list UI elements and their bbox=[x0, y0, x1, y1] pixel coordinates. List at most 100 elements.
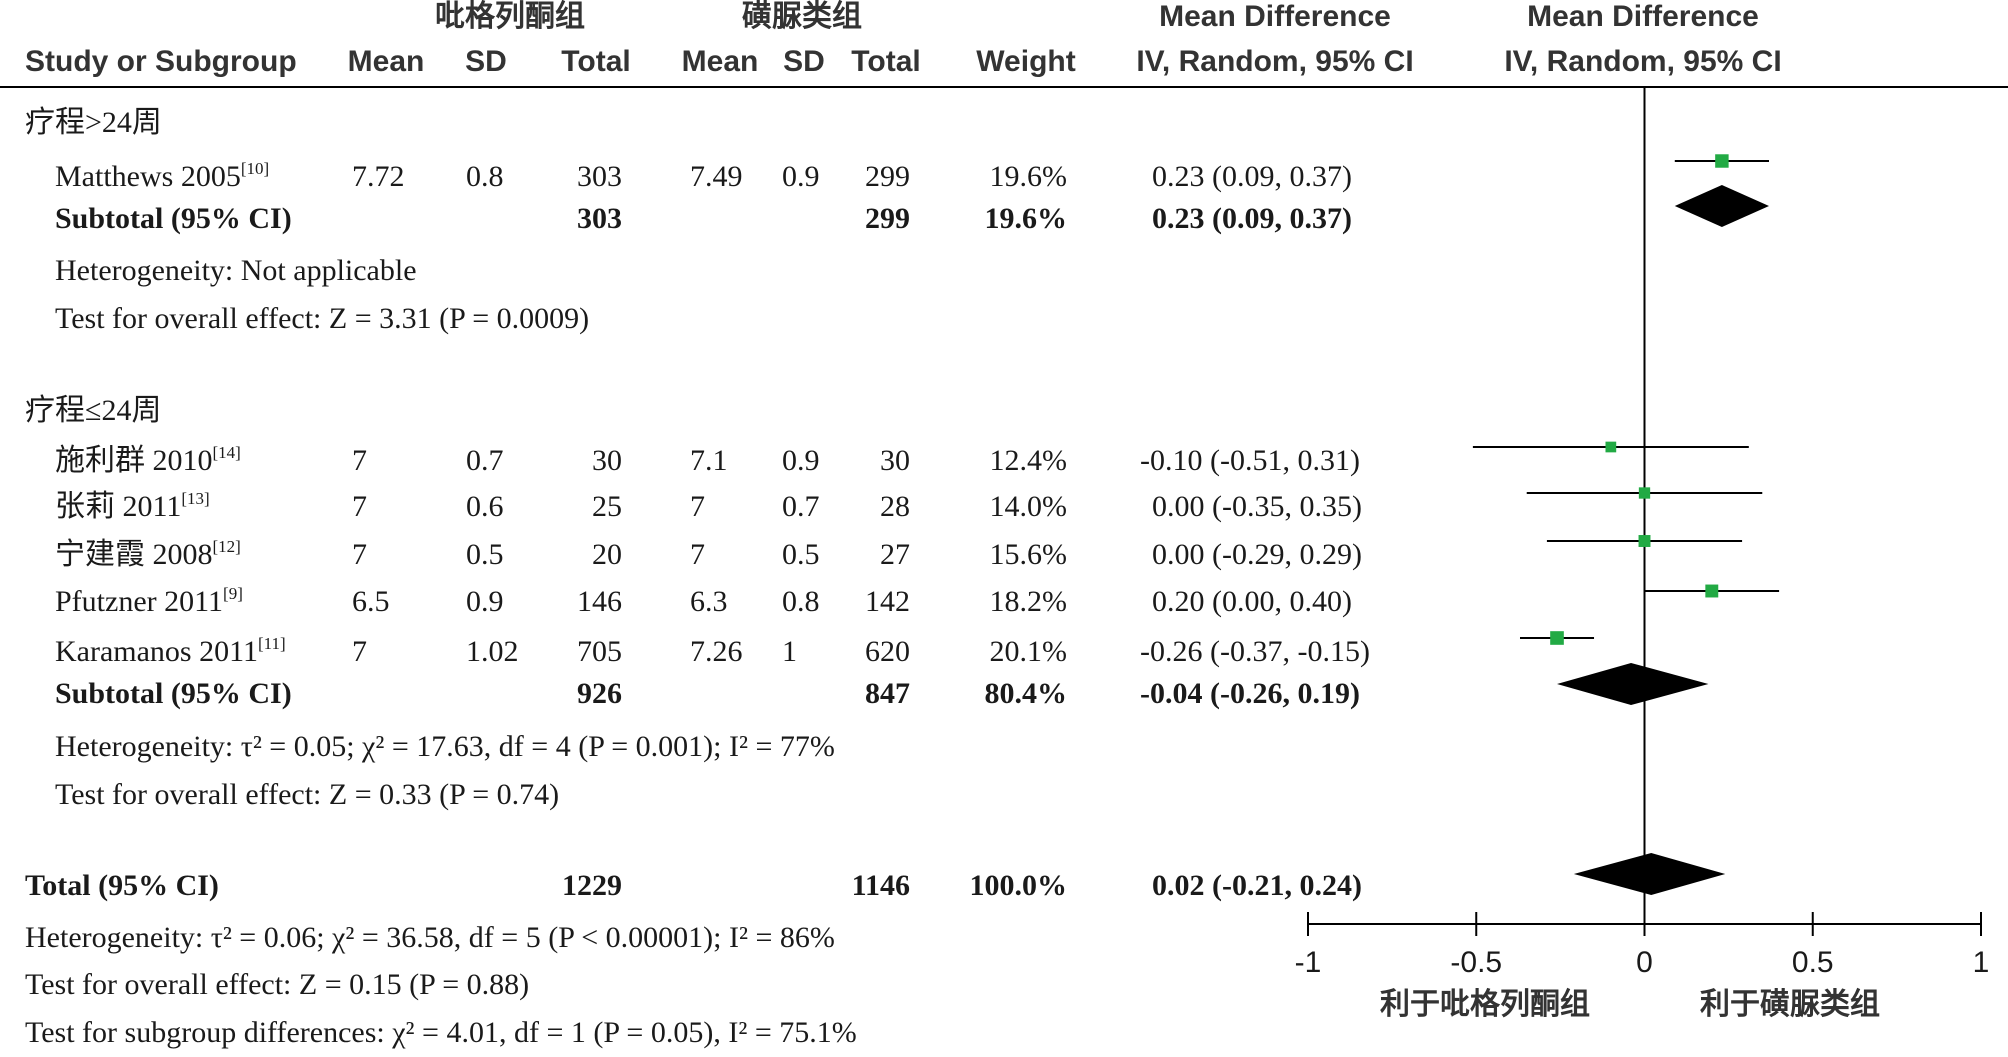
x-axis-tick-label: 0 bbox=[1636, 946, 1653, 979]
total-label: Total (95% CI) bbox=[25, 869, 219, 902]
study-name: 宁建霞 2008[12] bbox=[55, 537, 241, 571]
subtotal-label: Subtotal (95% CI) bbox=[55, 202, 292, 235]
effect-marker bbox=[1550, 631, 1564, 645]
cell-mean2: 7.1 bbox=[690, 444, 728, 477]
subtotal-weight: 80.4% bbox=[985, 677, 1068, 710]
subtotal-total2: 847 bbox=[865, 677, 910, 710]
subtotal-diamond bbox=[1674, 185, 1770, 227]
study-row: Karamanos 2011[11] 7 1.02 705 7.26 1 620… bbox=[55, 634, 1370, 668]
total-overall-effect-text: Test for overall effect: Z = 0.15 (P = 0… bbox=[25, 968, 529, 1001]
favours-left-label: 利于吡格列酮组 bbox=[1380, 987, 1590, 1021]
subtotal-row: Subtotal (95% CI) 303 299 19.6% 0.23 (0.… bbox=[55, 202, 1352, 235]
total-total1: 1229 bbox=[562, 869, 622, 902]
study-reference: [11] bbox=[258, 634, 286, 653]
study-name: 张莉 2011[13] bbox=[55, 489, 210, 523]
heterogeneity-text: Heterogeneity: τ² = 0.05; χ² = 17.63, df… bbox=[55, 730, 835, 763]
cell-total1: 146 bbox=[577, 585, 622, 618]
subtotal-diamond bbox=[1557, 663, 1709, 705]
subtotal-weight: 19.6% bbox=[985, 202, 1068, 235]
study-name: 施利群 2010[14] bbox=[55, 443, 241, 477]
cell-weight: 19.6% bbox=[990, 160, 1068, 193]
col-md-method-header: IV, Random, 95% CI bbox=[1136, 45, 1413, 78]
cell-ci: 0.00 (-0.29, 0.29) bbox=[1152, 538, 1362, 571]
overall-diamond bbox=[1573, 853, 1726, 895]
study-row: 张莉 2011[13] 7 0.6 25 7 0.7 28 14.0% 0.00… bbox=[55, 489, 1362, 523]
study-name: Matthews 2005[10] bbox=[55, 159, 269, 193]
effect-marker bbox=[1638, 535, 1651, 547]
overall-effect-text: Test for overall effect: Z = 0.33 (P = 0… bbox=[55, 778, 559, 811]
cell-total1: 20 bbox=[592, 538, 622, 571]
col-mean1-header: Mean bbox=[348, 45, 425, 78]
col-plot-method-header: IV, Random, 95% CI bbox=[1504, 45, 1781, 78]
col-mean2-header: Mean bbox=[682, 45, 759, 78]
cell-sd1: 0.6 bbox=[466, 490, 504, 523]
study-name: Karamanos 2011[11] bbox=[55, 634, 286, 668]
x-axis-tick-label: 0.5 bbox=[1792, 946, 1834, 979]
cell-sd2: 0.7 bbox=[782, 490, 820, 523]
cell-mean1: 7 bbox=[352, 444, 367, 477]
cell-total2: 620 bbox=[865, 635, 910, 668]
subtotal-total1: 303 bbox=[577, 202, 622, 235]
cell-ci: -0.26 (-0.37, -0.15) bbox=[1140, 635, 1370, 668]
study-reference: [9] bbox=[223, 584, 243, 603]
cell-total1: 705 bbox=[577, 635, 622, 668]
cell-ci: 0.20 (0.00, 0.40) bbox=[1152, 585, 1352, 618]
col-total1-header: Total bbox=[561, 45, 630, 78]
cell-weight: 15.6% bbox=[990, 538, 1068, 571]
favours-right-label: 利于磺脲类组 bbox=[1700, 987, 1880, 1021]
study-row: 施利群 2010[14] 7 0.7 30 7.1 0.9 30 12.4% -… bbox=[55, 443, 1360, 477]
cell-total2: 28 bbox=[880, 490, 910, 523]
subgroup-label: 疗程>24周 bbox=[25, 106, 162, 139]
total-row: Total (95% CI) 1229 1146 100.0% 0.02 (-0… bbox=[25, 869, 1362, 902]
cell-sd1: 0.7 bbox=[466, 444, 504, 477]
cell-sd2: 0.8 bbox=[782, 585, 820, 618]
plot-column-title: Mean Difference bbox=[1527, 0, 1759, 33]
total-ci: 0.02 (-0.21, 0.24) bbox=[1152, 869, 1362, 902]
cell-mean1: 7 bbox=[352, 538, 367, 571]
x-axis-tick-label: 1 bbox=[1973, 946, 1990, 979]
md-column-title: Mean Difference bbox=[1159, 0, 1391, 33]
col-sd1-header: SD bbox=[465, 45, 507, 78]
cell-total2: 299 bbox=[865, 160, 910, 193]
effect-marker bbox=[1605, 441, 1617, 453]
subtotal-total1: 926 bbox=[577, 677, 622, 710]
forest-plot-area: -1 -0.5 0 0.5 1 bbox=[1295, 87, 1990, 979]
cell-weight: 20.1% bbox=[990, 635, 1068, 668]
cell-ci: 0.23 (0.09, 0.37) bbox=[1152, 160, 1352, 193]
overall-effect-text: Test for overall effect: Z = 3.31 (P = 0… bbox=[55, 302, 589, 335]
study-reference: [14] bbox=[213, 443, 241, 462]
subgroup-label: 疗程≤24周 bbox=[25, 394, 161, 427]
cell-mean1: 6.5 bbox=[352, 585, 390, 618]
cell-ci: 0.00 (-0.35, 0.35) bbox=[1152, 490, 1362, 523]
subtotal-total2: 299 bbox=[865, 202, 910, 235]
cell-mean2: 7.26 bbox=[690, 635, 743, 668]
col-sd2-header: SD bbox=[783, 45, 825, 78]
cell-mean2: 7 bbox=[690, 538, 705, 571]
cell-mean1: 7 bbox=[352, 635, 367, 668]
group2-header: 磺脲类组 bbox=[742, 0, 862, 33]
study-reference: [10] bbox=[241, 159, 269, 178]
cell-mean1: 7.72 bbox=[352, 160, 405, 193]
cell-weight: 18.2% bbox=[990, 585, 1068, 618]
cell-sd2: 0.9 bbox=[782, 444, 820, 477]
group1-header: 吡格列酮组 bbox=[435, 0, 585, 33]
subtotal-label: Subtotal (95% CI) bbox=[55, 677, 292, 710]
cell-total2: 27 bbox=[880, 538, 910, 571]
cell-ci: -0.10 (-0.51, 0.31) bbox=[1140, 444, 1360, 477]
cell-mean2: 7 bbox=[690, 490, 705, 523]
study-reference: [12] bbox=[213, 537, 241, 556]
study-reference: [13] bbox=[181, 489, 209, 508]
cell-sd2: 0.9 bbox=[782, 160, 820, 193]
col-total2-header: Total bbox=[851, 45, 920, 78]
study-row: 宁建霞 2008[12] 7 0.5 20 7 0.5 27 15.6% 0.0… bbox=[55, 537, 1362, 571]
subtotal-ci: 0.23 (0.09, 0.37) bbox=[1152, 202, 1352, 235]
cell-sd1: 1.02 bbox=[466, 635, 519, 668]
study-name: Pfutzner 2011[9] bbox=[55, 584, 243, 618]
heterogeneity-text: Heterogeneity: Not applicable bbox=[55, 254, 417, 287]
cell-mean1: 7 bbox=[352, 490, 367, 523]
cell-sd2: 0.5 bbox=[782, 538, 820, 571]
cell-total2: 142 bbox=[865, 585, 910, 618]
cell-mean2: 7.49 bbox=[690, 160, 743, 193]
cell-sd1: 0.8 bbox=[466, 160, 504, 193]
